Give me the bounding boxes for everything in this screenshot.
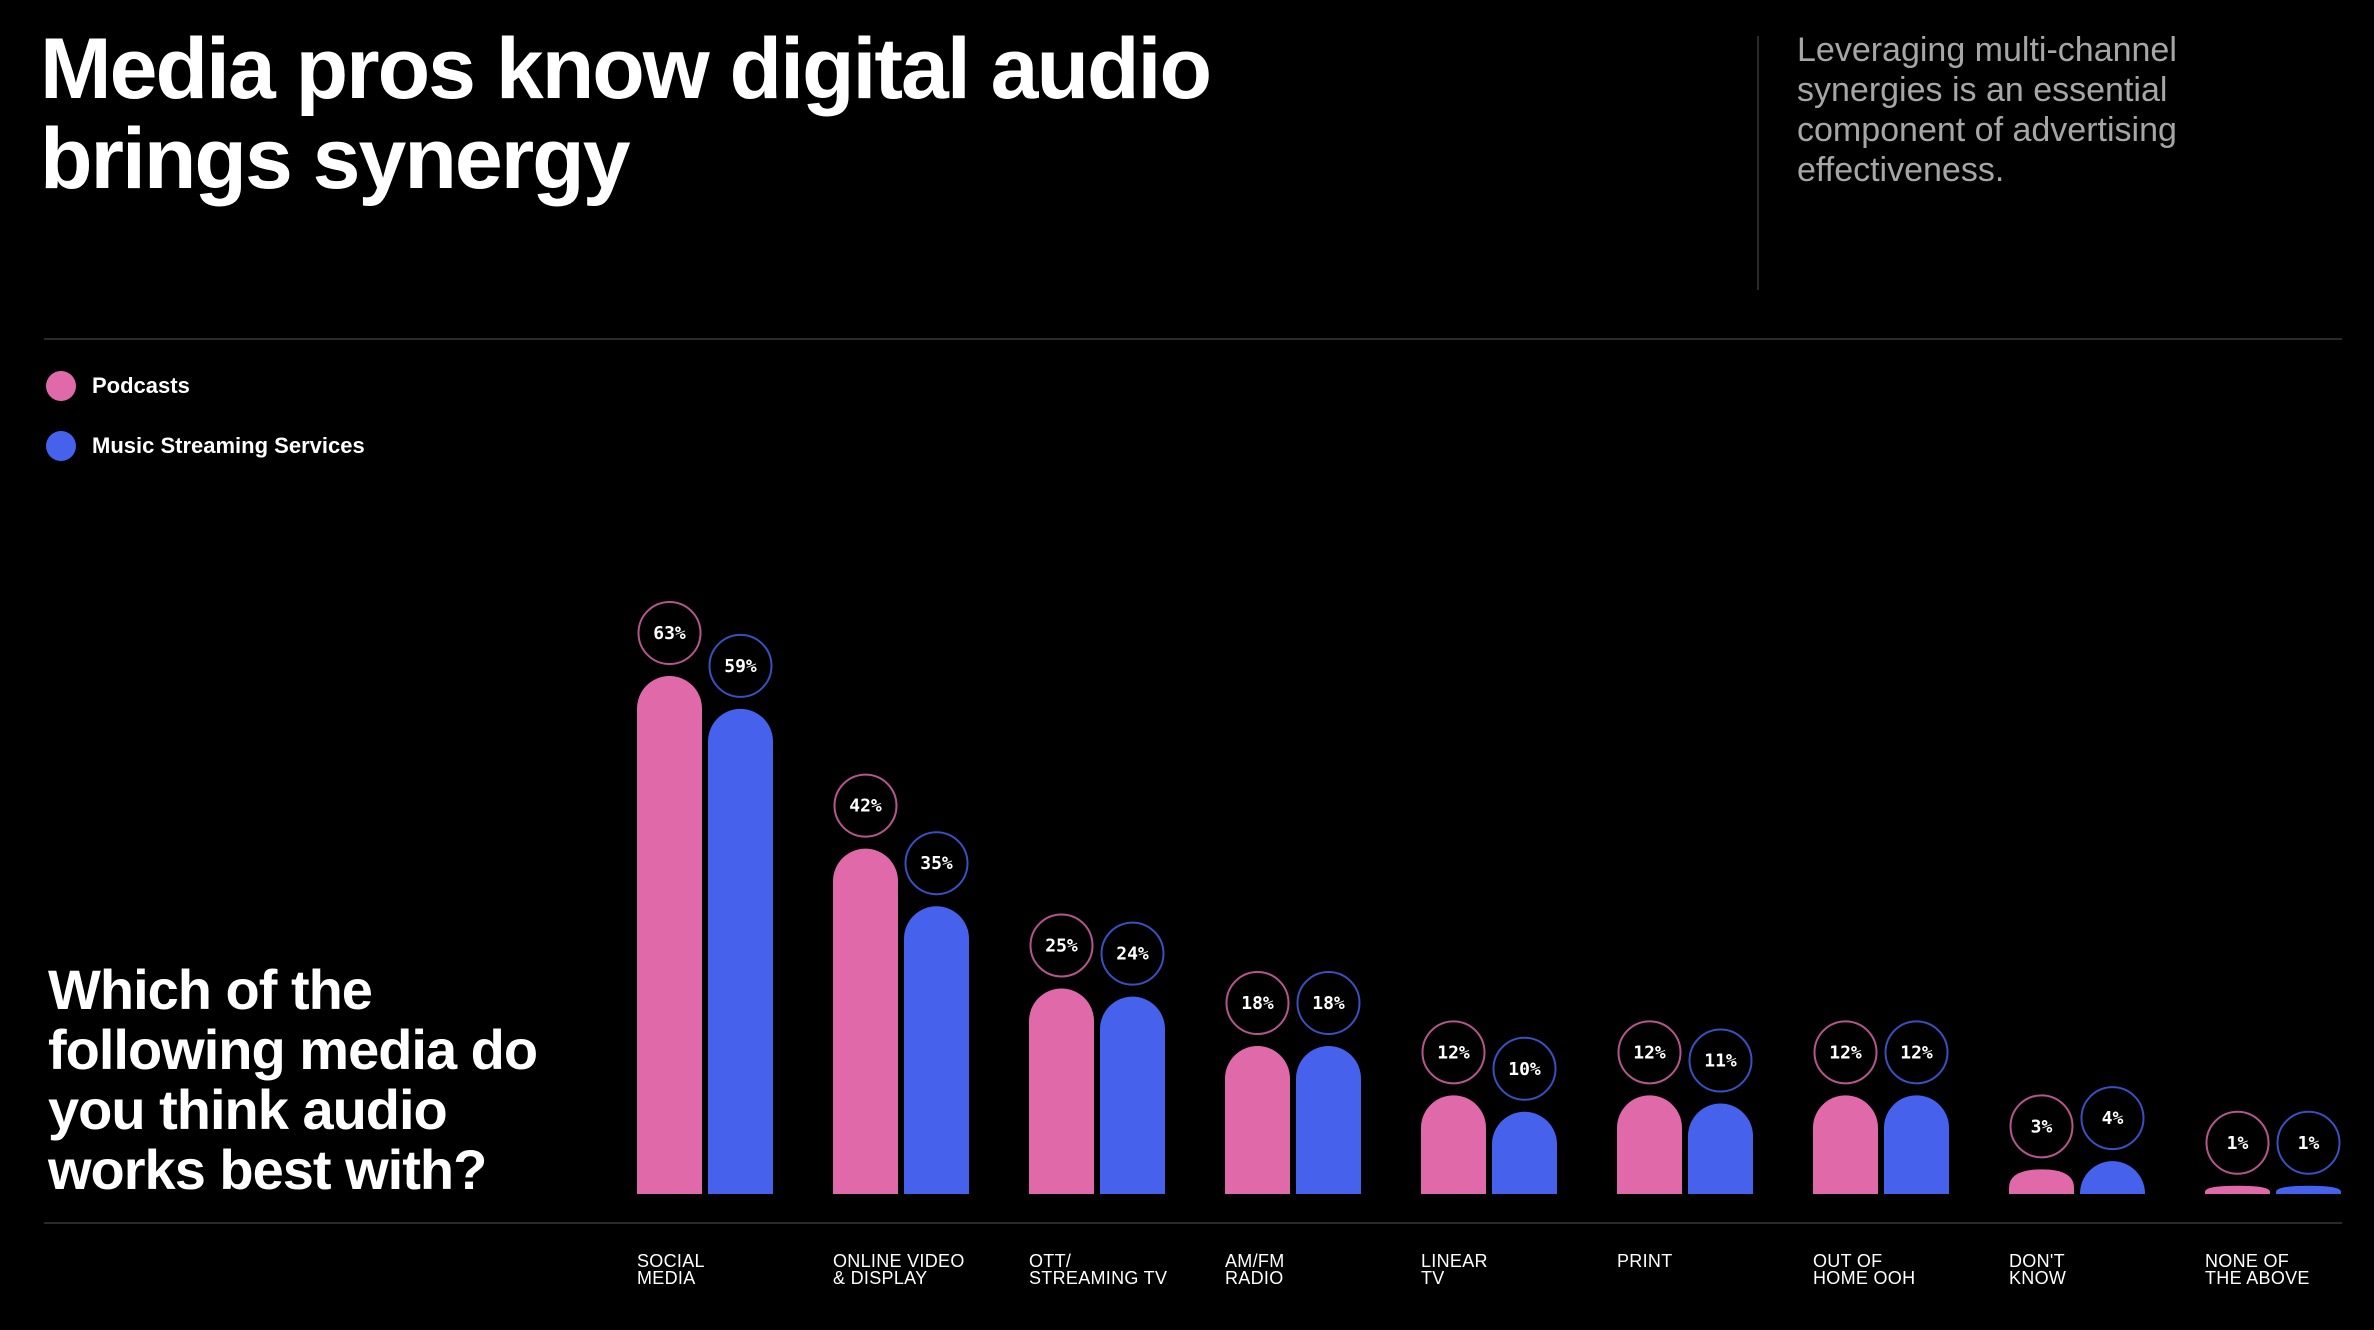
- value-badge-podcasts-1: [637, 601, 702, 665]
- value-badge-music-1: [708, 633, 773, 698]
- value-label-music-4: 18%: [1312, 993, 1345, 1014]
- value-label-music-6: 11%: [1704, 1051, 1737, 1072]
- value-badge-podcasts-4: [1225, 971, 1290, 1035]
- category-label-3-line-2: STREAMING TV: [1029, 1268, 1167, 1288]
- value-label-podcasts-5: 12%: [1437, 1042, 1470, 1063]
- question-line-4: works best with?: [48, 1138, 487, 1201]
- value-badge-music-6: [1688, 1028, 1753, 1093]
- bar-podcasts-4: [1225, 1046, 1290, 1194]
- category-label-1-line-2: MEDIA: [637, 1268, 696, 1288]
- subtitle: Leveraging multi-channel synergies is an…: [1797, 30, 2237, 190]
- value-badge-music-9: [2276, 1110, 2341, 1175]
- value-label-podcasts-4: 18%: [1241, 993, 1274, 1014]
- page-title: Media pros know digital audio brings syn…: [40, 24, 1340, 204]
- value-label-music-3: 24%: [1116, 944, 1149, 965]
- value-label-music-8: 4%: [2102, 1108, 2124, 1129]
- value-badge-podcasts-7: [1813, 1020, 1878, 1085]
- category-label-9-line-2: THE ABOVE: [2205, 1268, 2310, 1288]
- legend-item-music: Music Streaming Services: [46, 426, 365, 466]
- category-label-1-line-1: SOCIAL: [637, 1251, 705, 1271]
- category-label-3-line-1: OTT/: [1029, 1251, 1071, 1271]
- value-badge-podcasts-2: [833, 773, 898, 838]
- value-label-podcasts-2: 42%: [849, 796, 882, 817]
- survey-question: Which of the following media do you thin…: [48, 960, 608, 1200]
- bar-podcasts-8: [2009, 1169, 2074, 1194]
- value-label-podcasts-6: 12%: [1633, 1042, 1666, 1063]
- bar-music-4: [1296, 1046, 1361, 1194]
- bar-music-8: [2080, 1161, 2145, 1194]
- value-badge-music-5: [1492, 1036, 1557, 1101]
- bar-music-1: [708, 708, 773, 1194]
- value-badge-music-4: [1296, 971, 1361, 1035]
- value-badge-podcasts-9: [2205, 1110, 2270, 1175]
- baseline-divider: [44, 1222, 2342, 1224]
- value-label-music-1: 59%: [724, 656, 757, 677]
- value-badge-podcasts-8: [2009, 1094, 2074, 1159]
- question-line-1: Which of the: [48, 958, 373, 1021]
- value-badge-music-7: [1884, 1020, 1949, 1085]
- vertical-divider: [1757, 36, 1759, 290]
- bar-music-6: [1688, 1103, 1753, 1194]
- bar-podcasts-5: [1421, 1095, 1486, 1194]
- bar-podcasts-1: [637, 676, 702, 1194]
- bar-music-5: [1492, 1111, 1557, 1194]
- value-label-podcasts-3: 25%: [1045, 935, 1078, 956]
- subtitle-line-1: Leveraging multi-channel: [1797, 31, 2177, 69]
- category-label-6-line-1: PRINT: [1617, 1251, 1673, 1271]
- bar-music-2: [904, 906, 969, 1194]
- category-label-4-line-1: AM/FM: [1225, 1251, 1285, 1271]
- bar-podcasts-3: [1029, 988, 1094, 1194]
- bar-music-3: [1100, 996, 1165, 1194]
- value-label-music-5: 10%: [1508, 1059, 1541, 1080]
- value-label-podcasts-9: 1%: [2227, 1133, 2249, 1154]
- bar-podcasts-7: [1813, 1095, 1878, 1194]
- value-label-music-9: 1%: [2298, 1133, 2320, 1154]
- subtitle-line-4: effectiveness.: [1797, 151, 2005, 189]
- legend-label-podcasts: Podcasts: [92, 373, 190, 398]
- title-line-1: Media pros know digital audio: [40, 21, 1212, 117]
- value-badge-music-2: [904, 831, 969, 896]
- category-label-7-line-2: HOME OOH: [1813, 1268, 1915, 1288]
- value-label-podcasts-1: 63%: [653, 623, 686, 644]
- value-label-podcasts-8: 3%: [2031, 1116, 2053, 1137]
- category-label-5-line-2: TV: [1421, 1268, 1445, 1288]
- category-label-8-line-2: KNOW: [2009, 1268, 2066, 1288]
- category-label-2-line-2: & DISPLAY: [833, 1268, 927, 1288]
- category-label-7-line-1: OUT OF: [1813, 1251, 1882, 1271]
- legend-label-music: Music Streaming Services: [92, 433, 365, 458]
- legend-item-podcasts: Podcasts: [46, 366, 365, 406]
- value-badge-music-3: [1100, 921, 1165, 986]
- category-label-9-line-1: NONE OF: [2205, 1251, 2289, 1271]
- value-label-music-7: 12%: [1900, 1042, 1933, 1063]
- bar-podcasts-9: [2205, 1185, 2270, 1194]
- value-label-music-2: 35%: [920, 853, 953, 874]
- question-line-2: following media do: [48, 1018, 538, 1081]
- chart-legend: Podcasts Music Streaming Services: [46, 366, 365, 486]
- bar-podcasts-2: [833, 848, 898, 1194]
- value-badge-podcasts-5: [1421, 1020, 1486, 1085]
- bar-music-9: [2276, 1185, 2341, 1194]
- category-label-8-line-1: DON'T: [2009, 1251, 2065, 1271]
- category-label-5-line-1: LINEAR: [1421, 1251, 1488, 1271]
- subtitle-line-3: component of advertising: [1797, 111, 2177, 149]
- legend-swatch-music: [46, 431, 76, 461]
- category-label-2-line-1: ONLINE VIDEO: [833, 1251, 965, 1271]
- top-divider: [44, 338, 2342, 340]
- subtitle-line-2: synergies is an essential: [1797, 71, 2168, 109]
- bar-music-7: [1884, 1095, 1949, 1194]
- value-label-podcasts-7: 12%: [1829, 1042, 1862, 1063]
- value-badge-music-8: [2080, 1086, 2145, 1151]
- bar-podcasts-6: [1617, 1095, 1682, 1194]
- category-label-4-line-2: RADIO: [1225, 1268, 1284, 1288]
- value-badge-podcasts-3: [1029, 913, 1094, 978]
- legend-swatch-podcasts: [46, 371, 76, 401]
- value-badge-podcasts-6: [1617, 1020, 1682, 1085]
- title-line-2: brings synergy: [40, 111, 631, 207]
- question-line-3: you think audio: [48, 1078, 448, 1141]
